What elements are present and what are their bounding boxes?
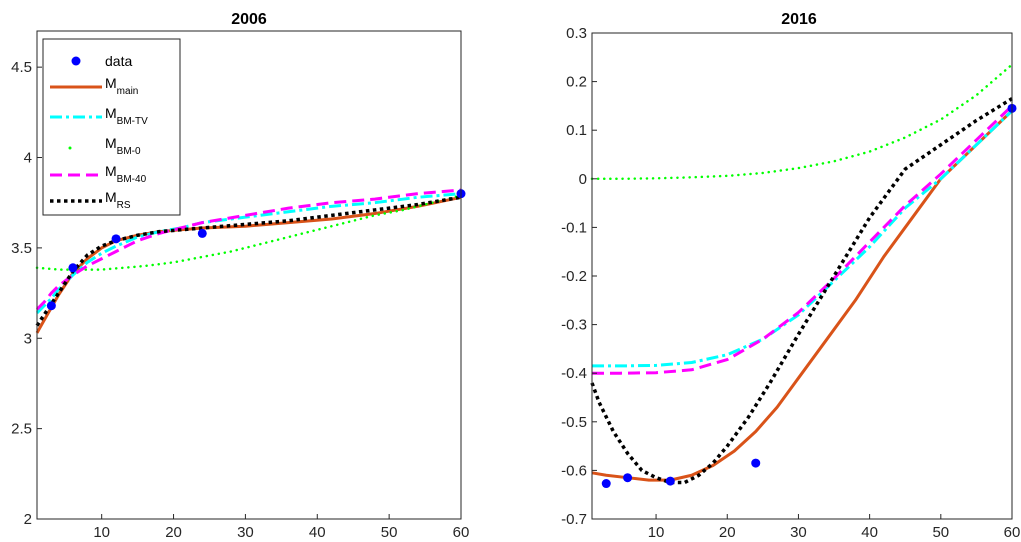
legend-label: data — [105, 53, 132, 69]
legend-label-sub: RS — [117, 200, 131, 211]
legend-box — [42, 38, 181, 216]
x-tick-label: 50 — [381, 524, 398, 541]
legend-swatch — [68, 146, 72, 150]
y-tick-label: 3 — [24, 330, 32, 347]
x-tick-label: 40 — [861, 524, 878, 541]
legend-label-main: M — [105, 163, 117, 179]
legend: data Mmain MBM-TV MBM-0 MBM-40 MRS — [42, 38, 181, 216]
y-tick-label: -0.7 — [561, 511, 587, 528]
axes-box — [591, 32, 1013, 520]
panel-title: 2016 — [781, 11, 817, 28]
series-group — [590, 63, 1017, 489]
x-tick-label: 30 — [237, 524, 254, 541]
y-tick-label: -0.5 — [561, 414, 587, 431]
x-ticks: 10 20 30 40 50 60 — [648, 514, 1021, 541]
x-tick-label: 20 — [165, 524, 182, 541]
series-group — [35, 188, 466, 334]
legend-entry-data: data — [71, 53, 132, 69]
series-line-m-main — [591, 109, 1014, 482]
x-tick-label: 60 — [453, 524, 470, 541]
y-tick-label: 4.5 — [11, 59, 32, 76]
legend-label-main: M — [105, 189, 117, 205]
x-tick-label: 40 — [309, 524, 326, 541]
y-tick-label: -0.6 — [561, 462, 587, 479]
legend-label-main: M — [105, 105, 117, 121]
panel-2016: 2016 10 20 30 40 50 60 -0.7-0.6-0.5-0.4-0.3-0… — [561, 11, 1020, 541]
data-point — [665, 476, 675, 486]
y-tick-label: 0 — [579, 171, 587, 188]
legend-label-sub: BM-40 — [117, 174, 147, 185]
x-tick-label: 10 — [93, 524, 110, 541]
x-tick-label: 10 — [648, 524, 665, 541]
x-tick-label: 60 — [1004, 524, 1021, 541]
y-tick-label: -0.3 — [561, 317, 587, 334]
series-line-m-rs — [590, 97, 1013, 485]
x-tick-label: 20 — [719, 524, 736, 541]
panel-title: 2006 — [231, 11, 267, 28]
legend-marker — [71, 56, 81, 66]
legend-entry-bm-40: MBM-40 — [50, 163, 147, 185]
x-tick-label: 30 — [790, 524, 807, 541]
data-point — [111, 234, 121, 244]
legend-entry-bm-0: MBM-0 — [68, 135, 141, 157]
legend-label-main: M — [105, 75, 117, 91]
y-tick-label: 0.3 — [566, 25, 587, 42]
y-tick-label: -0.2 — [561, 268, 587, 285]
series-line-m-bm-tv — [592, 109, 1014, 368]
x-ticks: 10 20 30 40 50 60 — [93, 514, 469, 541]
series-line-m-bm-40 — [592, 104, 1014, 375]
data-point — [601, 479, 611, 489]
y-tick-label: 0.1 — [566, 122, 587, 139]
y-tick-label: 2.5 — [11, 421, 32, 438]
data-point — [68, 263, 78, 273]
y-tick-label: 2 — [24, 511, 32, 528]
legend-label: MBM-0 — [105, 135, 141, 157]
y-tick-label: 3.5 — [11, 240, 32, 257]
y-tick-label: 0.2 — [566, 74, 587, 91]
series-line-m-bm-0 — [590, 63, 1014, 181]
legend-entry-bm-tv: MBM-TV — [50, 105, 148, 127]
legend-entry-main: Mmain — [50, 75, 138, 97]
legend-label-main: M — [105, 135, 117, 151]
series-line-m-bm-tv — [35, 192, 462, 315]
series-line-m-bm-0 — [35, 194, 463, 271]
panel-2006: 2006 10 20 30 40 50 60 2 2.5 3 3.5 4 4.5 data Mmai… — [11, 11, 469, 541]
data-point — [623, 473, 633, 483]
y-ticks: 2 2.5 3 3.5 4 4.5 — [11, 59, 42, 528]
legend-label-sub: main — [117, 86, 139, 97]
y-tick-label: -0.1 — [561, 219, 587, 236]
legend-entry-rs: MRS — [50, 189, 131, 211]
legend-label: MBM-TV — [105, 105, 148, 127]
series-line-m-rs — [35, 195, 462, 327]
y-ticks: -0.7 -0.6 -0.5 -0.4 -0.3 -0.2 -0.1 0 0.1 0.2 0.3 — [561, 25, 597, 528]
legend-label-sub: BM-TV — [117, 116, 148, 127]
axes-box — [36, 30, 462, 520]
legend-label: MBM-40 — [105, 163, 147, 185]
legend-label: Mmain — [105, 75, 138, 97]
y-tick-label: 4 — [24, 150, 32, 167]
data-point — [751, 458, 761, 468]
data-point — [46, 301, 56, 311]
data-point — [197, 228, 207, 238]
legend-label-sub: BM-0 — [117, 146, 141, 157]
legend-label: MRS — [105, 189, 131, 211]
y-tick-label: -0.4 — [561, 365, 587, 382]
x-tick-label: 50 — [932, 524, 949, 541]
